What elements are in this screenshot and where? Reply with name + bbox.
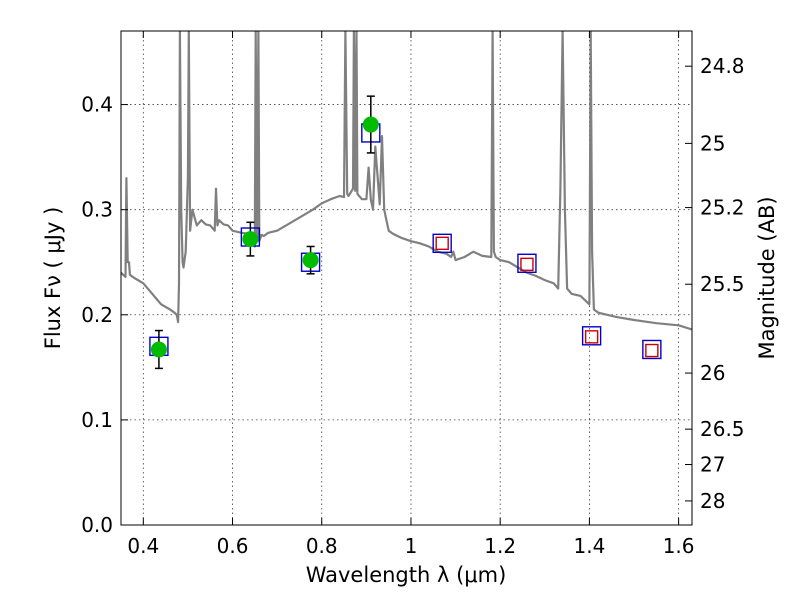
x-tick-label: 1.6 xyxy=(663,534,695,558)
y2-tick-label: 27 xyxy=(700,453,725,477)
axes: 0.4 0.6 0.8 1 1.2 1.4 1.6 0.0 0.1 0.2 0.3 0.4 24.8 25… xyxy=(81,31,745,558)
model-photometry-square xyxy=(432,233,452,254)
x-axis-label: Wavelength λ (μm) xyxy=(306,563,507,587)
x-tick-label: 0.4 xyxy=(127,534,159,558)
observed-flux-point xyxy=(242,231,259,248)
y2-tick-label: 25.2 xyxy=(700,196,745,220)
x-tick-label: 1 xyxy=(405,534,418,558)
x-tick-label: 1.2 xyxy=(484,534,516,558)
observed-flux-point xyxy=(150,341,167,358)
y2-tick-label: 26.5 xyxy=(700,417,745,441)
observed-flux-point xyxy=(302,252,319,269)
y-tick-label: 0.3 xyxy=(81,198,113,222)
y-tick-label: 0.1 xyxy=(81,408,113,432)
y-axis-label: Flux Fν ( μJy ) xyxy=(41,207,65,350)
y2-tick-label: 26 xyxy=(700,361,725,385)
plot-frame xyxy=(120,30,693,526)
model-photometry-inner-square xyxy=(435,236,449,251)
x-tick-label: 0.8 xyxy=(306,534,338,558)
y2-axis-label: Magnitude (AB) xyxy=(755,196,779,359)
series-clip-group xyxy=(121,31,692,370)
y2-tick-label: 24.8 xyxy=(700,54,745,78)
model-photometry-square xyxy=(581,326,602,346)
x-tick-label: 1.4 xyxy=(573,534,605,558)
y-tick-label: 0.2 xyxy=(81,303,113,327)
grid xyxy=(121,31,692,526)
y2-tick-label: 25 xyxy=(700,131,725,155)
model-photometry-square xyxy=(517,253,537,273)
y2-tick-label: 25.5 xyxy=(700,272,745,296)
plot-series xyxy=(121,31,692,370)
model-photometry-inner-square xyxy=(520,257,534,272)
model-spectrum-line xyxy=(121,31,692,331)
x-tick-label: 0.6 xyxy=(217,534,249,558)
y-tick-label: 0.4 xyxy=(81,93,113,117)
model-photometry-square xyxy=(642,339,662,360)
model-photometry-inner-square xyxy=(584,330,599,344)
model-photometry-inner-square xyxy=(645,343,659,358)
y2-tick-label: 28 xyxy=(700,489,725,513)
y-tick-label: 0.0 xyxy=(81,513,113,537)
observed-flux-point xyxy=(362,116,379,133)
